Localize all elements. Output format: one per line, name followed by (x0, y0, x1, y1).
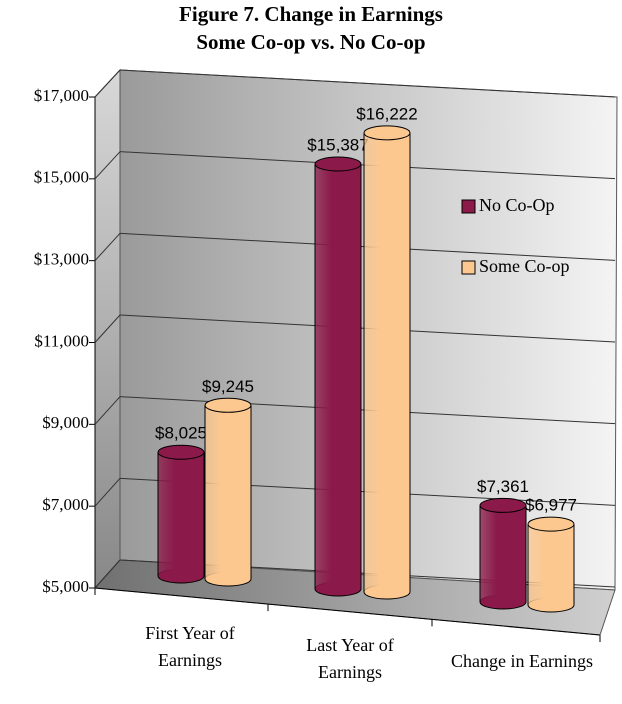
bar-top (479, 497, 527, 513)
y-tick-label: $7,000 (42, 495, 89, 514)
y-tick-label: $11,000 (34, 331, 89, 350)
grid-line (119, 69, 616, 98)
bar-top (363, 125, 411, 141)
grid-line (94, 396, 121, 425)
bar (364, 132, 410, 592)
value-label: $9,245 (202, 377, 254, 396)
grid-line (94, 314, 121, 343)
y-tick-label: $17,000 (34, 86, 89, 105)
chart-title: Figure 7. Change in Earnings (179, 2, 443, 26)
x-tick-label: First Year of Earnings (145, 623, 235, 670)
bar-top (157, 444, 205, 460)
value-label: $8,025 (155, 424, 207, 443)
chart-subtitle: Some Co-op vs. No Co-op (196, 30, 426, 54)
bar (158, 452, 204, 576)
y-tick-label: $5,000 (42, 577, 89, 596)
grid-line (94, 151, 121, 180)
grid-line (94, 232, 121, 262)
bar (205, 405, 251, 579)
grid-line (94, 477, 121, 507)
value-label: $7,361 (477, 477, 529, 496)
bar-top (204, 397, 252, 413)
y-tick-label: $13,000 (34, 250, 89, 269)
value-label: $6,977 (525, 496, 577, 515)
y-tick-label: $9,000 (42, 413, 89, 432)
x-tick-label: Change in Earnings (451, 651, 593, 671)
x-axis (94, 587, 601, 636)
grid-line (94, 559, 121, 589)
legend-label: Some Co-op (479, 256, 570, 276)
legend-swatch (461, 260, 476, 275)
bar-top (527, 516, 575, 532)
bar (528, 524, 574, 605)
grid-line (94, 69, 121, 98)
bar-top (314, 156, 362, 172)
x-tick-label: Last Year of Earnings (306, 635, 394, 682)
legend-swatch (461, 199, 476, 214)
bar (480, 505, 526, 602)
bar (315, 163, 361, 589)
y-tick-label: $15,000 (34, 168, 89, 187)
value-label: $15,387 (307, 135, 368, 154)
value-label: $16,222 (356, 104, 417, 123)
legend-label: No Co-Op (479, 195, 555, 215)
